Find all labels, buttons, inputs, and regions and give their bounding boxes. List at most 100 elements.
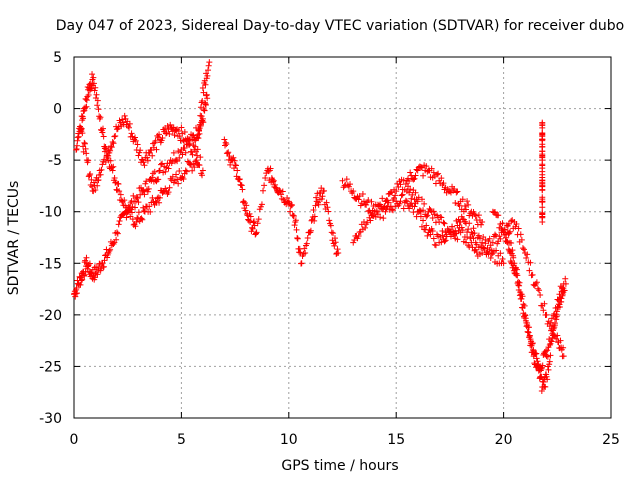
data-point-track-c xyxy=(166,130,173,137)
data-point-track-e xyxy=(420,172,427,179)
data-point-track-b xyxy=(90,74,97,81)
data-point-track-e xyxy=(355,196,362,203)
data-point-track-b xyxy=(205,62,212,69)
data-point-track-e xyxy=(347,181,354,188)
data-point-track-i xyxy=(534,358,541,365)
data-point-track-g xyxy=(467,234,474,241)
data-point-track-i xyxy=(544,353,551,360)
x-tick-label: 10 xyxy=(280,432,298,448)
data-point-track-f xyxy=(423,222,430,229)
data-point-track-i xyxy=(511,260,518,267)
data-point-track-f xyxy=(370,213,377,220)
data-point-track-b xyxy=(115,180,122,187)
data-point-track-g xyxy=(470,235,477,242)
data-point-track-c xyxy=(132,137,139,144)
data-point-track-g xyxy=(483,251,490,258)
data-point-track-g xyxy=(537,292,544,299)
data-point-track-a xyxy=(130,192,137,199)
data-point-track-f xyxy=(377,214,384,221)
data-point-track-i xyxy=(553,311,560,318)
data-point-track-b xyxy=(89,71,96,78)
data-point-track-e xyxy=(350,188,357,195)
data-point-track-i xyxy=(539,362,546,369)
data-point-track-a xyxy=(174,158,181,165)
data-point-track-b xyxy=(116,188,123,195)
data-point-track-f xyxy=(397,198,404,205)
data-point-track-d xyxy=(221,136,228,143)
data-point-track-a xyxy=(94,271,101,278)
data-point-track-c xyxy=(89,183,96,190)
data-point-track-d xyxy=(230,154,237,161)
data-point-track-g xyxy=(518,236,525,243)
data-point-track-b xyxy=(132,223,139,230)
data-point-track-a xyxy=(144,188,151,195)
data-point-track-f xyxy=(417,213,424,220)
y-tick-label: 5 xyxy=(53,50,62,66)
data-point-track-g xyxy=(524,251,531,258)
data-point-track-d xyxy=(256,206,263,213)
data-point-track-a xyxy=(86,260,93,267)
data-point-track-c xyxy=(119,116,126,123)
data-point-track-i xyxy=(543,353,550,360)
data-point-track-d xyxy=(250,219,257,226)
chart-title: Day 047 of 2023, Sidereal Day-to-day VTE… xyxy=(56,18,624,34)
data-point-track-b xyxy=(85,92,92,99)
data-point-track-a xyxy=(173,156,180,163)
data-point-track-b xyxy=(139,216,146,223)
data-point-track-a xyxy=(113,229,120,236)
data-point-track-a xyxy=(123,214,130,221)
data-point-track-d xyxy=(232,162,239,169)
data-point-track-e xyxy=(392,192,399,199)
data-point-track-h xyxy=(542,383,549,390)
data-point-track-d xyxy=(249,225,256,232)
data-point-track-c xyxy=(85,157,92,164)
data-point-track-a xyxy=(162,168,169,175)
data-point-track-e xyxy=(475,212,482,219)
data-point-track-a xyxy=(106,247,113,254)
data-point-track-f xyxy=(442,237,449,244)
data-point-track-a xyxy=(176,154,183,161)
data-point-track-d xyxy=(301,245,308,252)
data-point-track-c xyxy=(115,123,122,130)
data-point-spike-21.8 xyxy=(539,211,546,218)
data-point-track-i xyxy=(522,312,529,319)
data-point-track-d xyxy=(247,213,254,220)
data-point-track-f xyxy=(396,200,403,207)
data-point-track-f xyxy=(402,197,409,204)
data-point-track-f xyxy=(388,206,395,213)
data-point-track-i xyxy=(508,240,515,247)
data-point-track-d xyxy=(290,212,297,219)
data-point-track-d xyxy=(267,165,274,172)
data-point-track-i xyxy=(558,295,565,302)
data-point-track-c xyxy=(107,143,114,150)
data-point-track-i xyxy=(549,330,556,337)
data-point-track-c xyxy=(124,118,131,125)
data-point-spike-21.8 xyxy=(539,162,546,169)
data-point-track-g xyxy=(426,205,433,212)
data-point-track-d xyxy=(294,235,301,242)
data-point-track-h xyxy=(499,220,506,227)
data-point-track-c xyxy=(104,154,111,161)
data-point-track-a xyxy=(113,236,120,243)
data-point-track-d xyxy=(318,195,325,202)
data-point-track-g xyxy=(497,235,504,242)
data-point-track-f xyxy=(406,205,413,212)
data-point-track-b xyxy=(205,67,212,74)
data-point-track-i xyxy=(533,350,540,357)
data-point-track-i xyxy=(524,322,531,329)
data-point-track-a xyxy=(156,167,163,174)
data-point-track-d xyxy=(324,204,331,211)
data-point-track-g xyxy=(439,228,446,235)
data-point-track-f xyxy=(424,232,431,239)
data-point-track-g xyxy=(496,233,503,240)
data-point-track-g xyxy=(519,245,526,252)
data-point-track-e xyxy=(359,190,366,197)
data-point-track-d xyxy=(276,187,283,194)
data-point-track-c xyxy=(152,137,159,144)
data-point-track-c xyxy=(141,162,148,169)
data-point-track-g xyxy=(543,311,550,318)
data-point-track-h xyxy=(538,373,545,380)
data-point-track-e xyxy=(454,188,461,195)
data-point-track-c xyxy=(163,129,170,136)
